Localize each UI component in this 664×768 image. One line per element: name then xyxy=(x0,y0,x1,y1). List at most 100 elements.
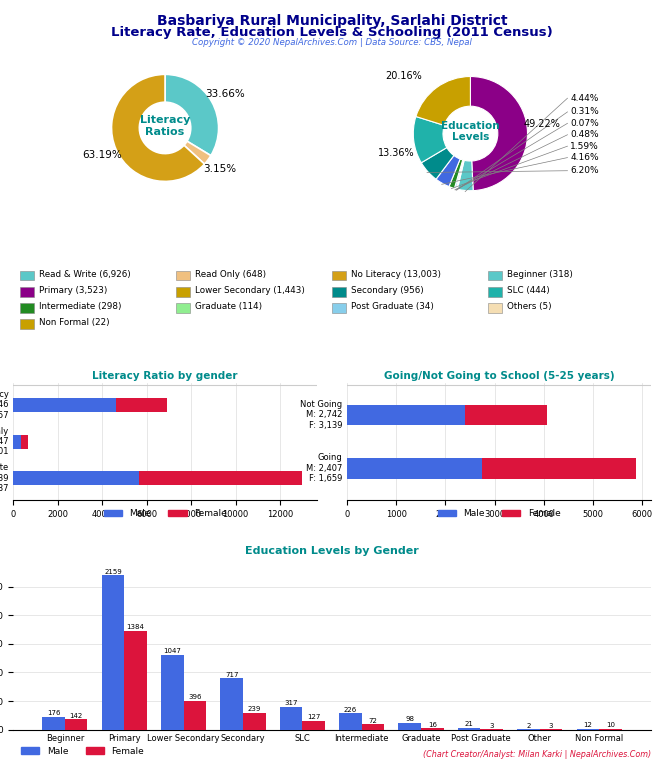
FancyBboxPatch shape xyxy=(176,287,190,296)
Bar xyxy=(65,720,88,730)
Text: 4.44%: 4.44% xyxy=(570,94,599,103)
Title: Going/Not Going to School (5-25 years): Going/Not Going to School (5-25 years) xyxy=(384,370,614,380)
Wedge shape xyxy=(184,141,211,164)
Wedge shape xyxy=(416,77,470,125)
Wedge shape xyxy=(457,161,473,190)
Text: Literacy Rate, Education Levels & Schooling (2011 Census): Literacy Rate, Education Levels & School… xyxy=(111,26,553,39)
Text: Others (5): Others (5) xyxy=(507,302,552,311)
Text: 98: 98 xyxy=(405,716,414,722)
Text: 12: 12 xyxy=(584,722,592,728)
Text: Beginner (318): Beginner (318) xyxy=(507,270,573,279)
FancyBboxPatch shape xyxy=(332,271,346,280)
Text: Lower Secondary (1,443): Lower Secondary (1,443) xyxy=(195,286,305,295)
Wedge shape xyxy=(413,117,447,163)
Bar xyxy=(398,723,421,730)
Bar xyxy=(139,472,302,485)
Text: Read Only (648): Read Only (648) xyxy=(195,270,266,279)
Text: 3: 3 xyxy=(549,723,553,729)
Bar xyxy=(21,435,28,449)
Wedge shape xyxy=(449,159,463,188)
Text: Education
Levels: Education Levels xyxy=(441,121,500,142)
Text: No Literacy (13,003): No Literacy (13,003) xyxy=(351,270,441,279)
Text: 2: 2 xyxy=(527,723,531,729)
Text: Non Formal (22): Non Formal (22) xyxy=(39,318,110,327)
Wedge shape xyxy=(456,161,464,189)
Bar xyxy=(243,713,266,730)
Bar xyxy=(362,724,384,730)
Bar xyxy=(13,398,116,412)
Title: Literacy Ratio by gender: Literacy Ratio by gender xyxy=(92,370,238,380)
Text: 72: 72 xyxy=(369,717,377,723)
FancyBboxPatch shape xyxy=(20,319,34,329)
Wedge shape xyxy=(112,74,205,181)
Text: (Chart Creator/Analyst: Milan Karki | NepalArchives.Com): (Chart Creator/Analyst: Milan Karki | Ne… xyxy=(422,750,651,759)
Text: 396: 396 xyxy=(188,694,202,700)
Wedge shape xyxy=(436,155,460,187)
Bar xyxy=(161,655,183,730)
Bar xyxy=(13,435,21,449)
Bar xyxy=(183,701,206,730)
Wedge shape xyxy=(165,74,218,156)
Bar xyxy=(13,472,139,485)
FancyBboxPatch shape xyxy=(20,303,34,313)
Bar xyxy=(458,728,481,730)
FancyBboxPatch shape xyxy=(20,271,34,280)
Text: 127: 127 xyxy=(307,713,320,720)
Text: Literacy
Ratios: Literacy Ratios xyxy=(140,115,191,137)
Wedge shape xyxy=(470,77,527,190)
Text: Primary (3,523): Primary (3,523) xyxy=(39,286,107,295)
Text: Post Graduate (34): Post Graduate (34) xyxy=(351,302,434,311)
Legend: Male, Female: Male, Female xyxy=(100,505,230,522)
Text: Copyright © 2020 NepalArchives.Com | Data Source: CBS, Nepal: Copyright © 2020 NepalArchives.Com | Dat… xyxy=(192,38,472,48)
Text: Graduate (114): Graduate (114) xyxy=(195,302,262,311)
Text: 16: 16 xyxy=(428,722,437,727)
Bar xyxy=(482,458,636,478)
Text: 33.66%: 33.66% xyxy=(205,89,244,99)
FancyBboxPatch shape xyxy=(176,271,190,280)
Text: 1.59%: 1.59% xyxy=(570,141,599,151)
FancyBboxPatch shape xyxy=(176,303,190,313)
Text: 21: 21 xyxy=(465,721,473,727)
Text: 10: 10 xyxy=(606,722,615,728)
Text: Basbariya Rural Municipality, Sarlahi District: Basbariya Rural Municipality, Sarlahi Di… xyxy=(157,14,507,28)
Bar xyxy=(347,458,482,478)
Text: 142: 142 xyxy=(70,713,83,719)
FancyBboxPatch shape xyxy=(20,287,34,296)
Text: 3.15%: 3.15% xyxy=(203,164,236,174)
Bar xyxy=(220,678,243,730)
Text: 2159: 2159 xyxy=(104,568,122,574)
Title: Education Levels by Gender: Education Levels by Gender xyxy=(245,546,419,556)
Bar xyxy=(102,575,124,730)
FancyBboxPatch shape xyxy=(488,303,502,313)
Text: 49.22%: 49.22% xyxy=(523,119,560,129)
Bar xyxy=(124,631,147,730)
Text: 63.19%: 63.19% xyxy=(82,151,122,161)
Bar xyxy=(339,713,362,730)
Text: 3: 3 xyxy=(489,723,494,729)
Wedge shape xyxy=(456,161,463,189)
FancyBboxPatch shape xyxy=(332,287,346,296)
Text: 176: 176 xyxy=(46,710,60,717)
FancyBboxPatch shape xyxy=(488,271,502,280)
Text: 226: 226 xyxy=(344,707,357,713)
Text: 1047: 1047 xyxy=(163,648,181,654)
Text: 13.36%: 13.36% xyxy=(378,147,415,157)
Bar xyxy=(302,720,325,730)
Text: 6.20%: 6.20% xyxy=(570,166,599,175)
FancyBboxPatch shape xyxy=(332,303,346,313)
Text: 717: 717 xyxy=(225,671,238,677)
Text: 317: 317 xyxy=(284,700,297,706)
Wedge shape xyxy=(421,147,454,179)
Bar xyxy=(576,729,599,730)
Bar xyxy=(280,707,302,730)
Bar xyxy=(421,729,444,730)
Text: Read & Write (6,926): Read & Write (6,926) xyxy=(39,270,131,279)
Text: 0.07%: 0.07% xyxy=(570,119,599,127)
Text: 20.16%: 20.16% xyxy=(386,71,422,81)
Bar xyxy=(465,405,547,425)
Text: Intermediate (298): Intermediate (298) xyxy=(39,302,122,311)
Text: SLC (444): SLC (444) xyxy=(507,286,550,295)
Legend: Male, Female: Male, Female xyxy=(434,505,564,522)
Wedge shape xyxy=(454,160,463,189)
Text: 239: 239 xyxy=(248,706,261,712)
